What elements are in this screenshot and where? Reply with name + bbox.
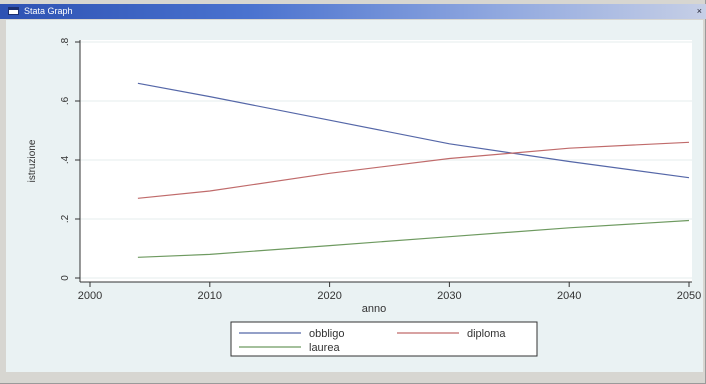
x-tick-label-0: 2000 <box>78 290 102 302</box>
legend-box <box>230 321 538 357</box>
graph-area: 0 .2 .4 .6 .8 2000 2010 2020 2030 2040 2050 anno is… <box>6 20 703 372</box>
y-axis-title: istruzione <box>27 139 38 182</box>
x-tick-label-1: 2010 <box>198 290 222 302</box>
y-tick-label-1: .2 <box>60 214 71 223</box>
x-tick-label-4: 2040 <box>557 290 581 302</box>
y-tick-label-3: .6 <box>60 96 71 105</box>
series-line-obbligo <box>137 82 690 179</box>
x-axis-title: anno <box>362 303 386 315</box>
series-line-laurea <box>137 219 690 258</box>
y-tick-label-2: .4 <box>60 155 71 164</box>
window-titlebar[interactable]: Stata Graph × <box>0 4 706 19</box>
x-tick-label-3: 2030 <box>437 290 461 302</box>
series-line-diploma <box>137 141 690 199</box>
legend-label-laurea: laurea <box>309 342 340 354</box>
window-icon <box>8 7 19 15</box>
x-tick-label-2: 2020 <box>317 290 341 302</box>
close-icon[interactable]: × <box>696 6 702 16</box>
window-title: Stata Graph <box>24 6 73 16</box>
y-tick-label-0: 0 <box>60 275 71 281</box>
x-tick-label-5: 2050 <box>677 290 701 302</box>
y-tick-label-4: .8 <box>60 37 71 46</box>
legend-label-obbligo: obbligo <box>309 328 344 340</box>
legend-label-diploma: diploma <box>467 328 506 340</box>
plot-background <box>80 40 692 282</box>
line-chart: 0 .2 .4 .6 .8 2000 2010 2020 2030 2040 2050 anno is… <box>27 37 701 357</box>
